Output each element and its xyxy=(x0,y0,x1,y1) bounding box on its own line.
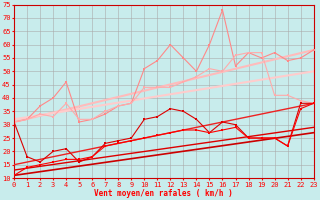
X-axis label: Vent moyen/en rafales ( km/h ): Vent moyen/en rafales ( km/h ) xyxy=(94,189,233,198)
